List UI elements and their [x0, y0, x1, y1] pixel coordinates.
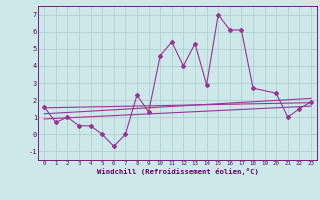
- X-axis label: Windchill (Refroidissement éolien,°C): Windchill (Refroidissement éolien,°C): [97, 168, 259, 175]
